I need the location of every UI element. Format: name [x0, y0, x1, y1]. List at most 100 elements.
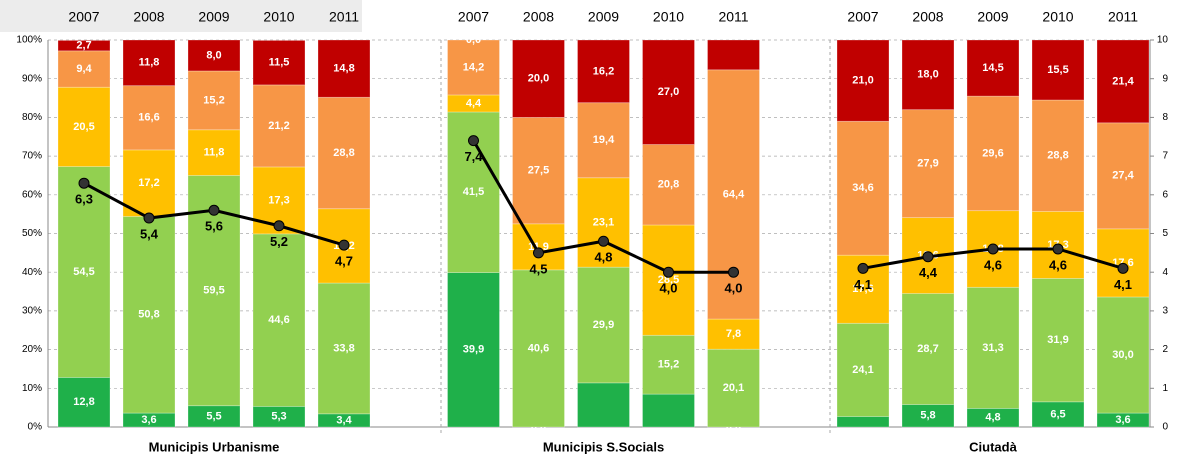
segment-label: 5,3	[271, 411, 286, 423]
line-label: 7,4	[464, 149, 483, 164]
bar-segment	[1096, 39, 1150, 124]
y-tick-label: 30%	[22, 306, 42, 317]
bar-segment	[901, 293, 955, 405]
segment-label: 7,8	[726, 328, 741, 340]
segment-label: 20,1	[723, 382, 744, 394]
line-marker	[78, 177, 90, 189]
y2-tick-label: 10	[1157, 35, 1169, 46]
line-label: 4,4	[919, 265, 938, 280]
x-tick-label: 2007	[847, 9, 878, 25]
line-label: 4,0	[724, 281, 742, 296]
y-tick-label: 10%	[22, 383, 42, 394]
line-label: 4,0	[659, 281, 677, 296]
line-marker	[922, 251, 934, 263]
segment-label: 3,4	[336, 414, 352, 426]
x-tick-label: 2011	[1108, 9, 1138, 25]
bar-segment	[252, 233, 306, 407]
y2-tick-label: 4	[1162, 267, 1168, 278]
segment-label: 11,8	[204, 147, 225, 159]
y2-tick-label: 3	[1162, 306, 1168, 317]
bar-segment	[122, 39, 176, 87]
segment-label: 20,0	[528, 73, 549, 85]
line-marker	[1052, 243, 1064, 255]
segment-label: 39,9	[463, 344, 484, 356]
line-marker	[273, 220, 285, 232]
bar-segment	[577, 266, 630, 384]
bar-segment	[1096, 122, 1150, 230]
segment-label: 14,5	[982, 62, 1003, 74]
segment-label: 28,8	[1047, 150, 1068, 162]
bar-segment	[57, 39, 111, 52]
segment-label: 17,6	[852, 283, 873, 295]
segment-label: 12,8	[73, 396, 94, 408]
bar-segment	[512, 269, 565, 428]
segment-label: 44,6	[268, 314, 289, 326]
bar-segment	[901, 39, 955, 111]
line-marker	[143, 212, 155, 224]
bar-segment	[836, 120, 890, 256]
segment-label: 34,6	[852, 182, 873, 194]
segment-label: 15,5	[1047, 64, 1068, 76]
bar-segment	[966, 286, 1020, 409]
segment-label: 5,5	[206, 410, 221, 422]
bar-segment	[707, 39, 760, 71]
x-tick-label: 2007	[68, 9, 99, 25]
bar-segment	[1031, 401, 1085, 428]
bar-segment	[836, 322, 890, 417]
segment-label: 3,6	[1115, 414, 1130, 426]
bar-segment	[317, 282, 371, 415]
segment-label: 16,6	[138, 112, 159, 124]
segment-label: 21,2	[268, 120, 289, 132]
y-tick-label: 100%	[16, 35, 42, 46]
y-tick-label: 0%	[28, 422, 43, 433]
bar-segment	[447, 39, 500, 96]
segment-label: 27,9	[917, 158, 938, 170]
segment-label: 4,4	[466, 97, 482, 109]
line-marker	[987, 243, 999, 255]
line-marker	[857, 262, 869, 274]
x-tick-label: 2010	[263, 9, 294, 25]
line-marker	[663, 266, 674, 278]
line-label: 4,5	[529, 261, 547, 276]
y2-tick-label: 2	[1162, 344, 1168, 355]
segment-label: 28,8	[333, 147, 354, 159]
segment-label: 0,0	[466, 34, 481, 46]
y2-tick-label: 0	[1162, 422, 1168, 433]
x-tick-label: 2010	[1042, 9, 1073, 25]
y2-tick-label: 8	[1162, 112, 1168, 123]
bar-segment	[252, 84, 306, 168]
segment-label: 28,7	[917, 343, 938, 355]
segment-label: 3,6	[141, 414, 156, 426]
line-marker	[468, 135, 479, 147]
segment-label: 4,8	[985, 412, 1000, 424]
x-tick-label: 2008	[523, 9, 554, 25]
bar-segment	[122, 85, 176, 151]
bar-segment	[317, 39, 371, 98]
segment-label: 31,3	[982, 342, 1003, 354]
bar-segment	[836, 416, 890, 428]
segment-label: 15,2	[658, 359, 679, 371]
y-tick-label: 50%	[22, 228, 42, 239]
line-label: 4,1	[1114, 277, 1132, 292]
segment-label: 40,6	[528, 342, 549, 354]
segment-label: 2,7	[76, 40, 91, 52]
bar-segment	[512, 223, 565, 271]
segment-label: 27,4	[1112, 170, 1134, 182]
group-label: Ciutadà	[969, 439, 1017, 454]
line-marker	[728, 266, 739, 278]
x-tick-label: 2009	[198, 9, 229, 25]
bar-segment	[1096, 296, 1150, 414]
x-tick-label: 2008	[133, 9, 164, 25]
y-tick-label: 60%	[22, 189, 42, 200]
segment-label: 50,8	[138, 309, 159, 321]
x-tick-label: 2007	[458, 9, 489, 25]
line-marker	[598, 235, 609, 247]
bar-segment	[642, 224, 695, 336]
bar-segment	[57, 86, 111, 167]
bar-segment	[966, 95, 1020, 212]
segment-label: 24,1	[852, 364, 873, 376]
x-tick-label: 2011	[718, 9, 748, 25]
line-label: 4,8	[594, 250, 612, 265]
group-label: Municipis Urbanisme	[149, 439, 280, 454]
